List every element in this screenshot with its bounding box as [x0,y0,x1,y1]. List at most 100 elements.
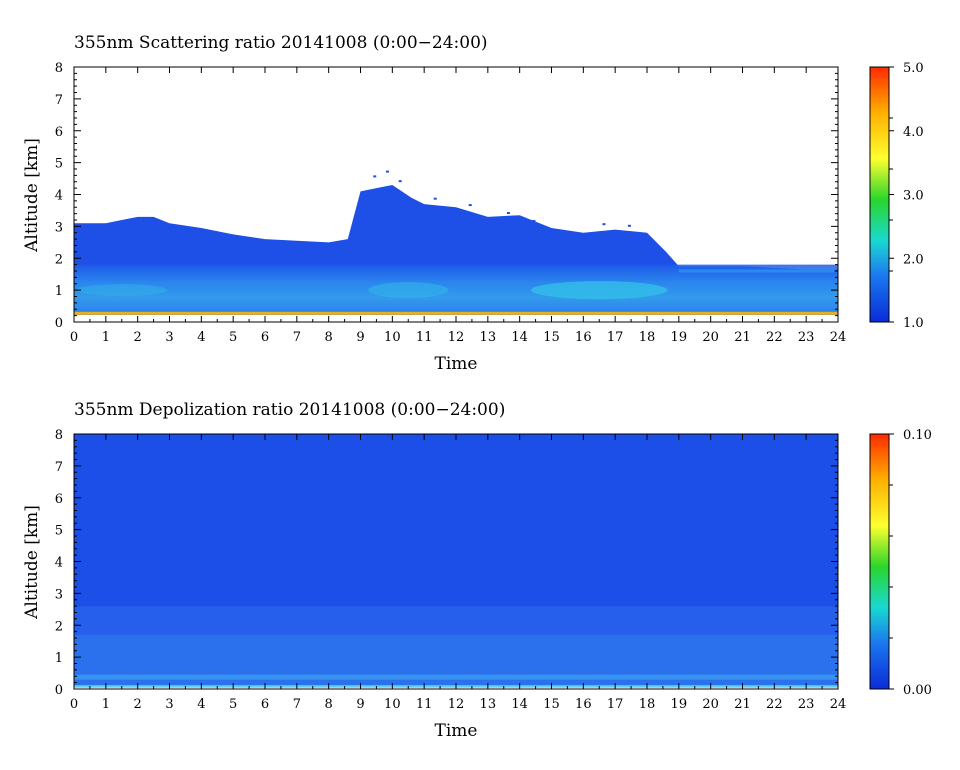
scattering-x-tick-label: 9 [356,330,364,345]
cloud-speck [506,212,510,215]
scattering-x-tick-label: 16 [575,330,592,345]
depolarization-x-tick-label: 17 [607,697,624,712]
scattering-x-tick-label: 2 [134,330,142,345]
depolarization-x-tick-label: 2 [134,697,142,712]
depolarization-x-tick-label: 5 [229,697,237,712]
depolarization-x-tick-label: 14 [511,697,528,712]
depolarization-x-tick-label: 24 [830,697,847,712]
scattering-x-tick-label: 5 [229,330,237,345]
depolarization-x-tick-label: 20 [702,697,719,712]
scattering-x-tick-label: 15 [543,330,560,345]
depol-lower-layer [74,634,838,689]
boundary-layer [74,264,838,316]
depolarization-colorbar-label: 0.00 [903,683,932,698]
depolarization-x-tick-label: 1 [102,697,110,712]
depolarization-colorbar-label: 0.10 [903,428,932,443]
scattering-y-tick-label: 1 [55,284,63,299]
scattering-x-tick-label: 3 [165,330,173,345]
depolarization-x-tick-label: 12 [448,697,465,712]
cloud-speck [468,204,472,207]
enhanced-core [531,281,668,300]
depolarization-ratio-axes: 0 1 2 3 4 5 6 7 8 9 10 11 12 13 14 15 16 17 18 19 20 21 22 23 24… [55,428,847,712]
scattering-ratio-colorbar-labels: 1.0 2.0 3.0 4.0 5.0 [889,61,924,331]
scattering-x-tick-label: 17 [607,330,624,345]
cloud-speck [532,220,536,222]
depolarization-x-tick-label: 19 [671,697,688,712]
depolarization-y-tick-label: 6 [55,492,63,507]
depolarization-ratio-heatmap [74,434,838,689]
depolarization-x-tick-label: 18 [639,697,656,712]
scattering-y-tick-label: 0 [55,316,63,331]
scattering-x-tick-label: 14 [511,330,528,345]
depolarization-x-tick-label: 3 [165,697,173,712]
depolarization-ratio-colorbar [869,433,890,690]
enhanced-core-morning [368,282,449,299]
depolarization-ratio-colorbar-labels: 0.00 0.10 [889,428,932,698]
scattering-y-tick-label: 3 [55,220,63,235]
depolarization-x-tick-label: 21 [734,697,751,712]
scattering-ratio-panel: 355nm Scattering ratio 20141008 (0:00−24… [22,33,924,374]
scattering-ratio-title: 355nm Scattering ratio 20141008 (0:00−24… [74,33,488,53]
depolarization-x-tick-label: 0 [70,697,78,712]
cloud-speck [373,175,377,178]
scattering-x-tick-label: 20 [702,330,719,345]
scattering-ratio-xlabel: Time [435,354,478,374]
depolarization-y-tick-label: 2 [55,619,63,634]
scattering-y-tick-label: 8 [55,61,63,76]
depolarization-y-tick-label: 0 [55,683,63,698]
scattering-x-tick-label: 8 [325,330,333,345]
depolarization-x-tick-label: 9 [356,697,364,712]
depolarization-ratio-panel: 355nm Depolization ratio 20141008 (0:00−… [22,400,932,741]
scattering-x-tick-label: 10 [384,330,401,345]
depolarization-y-tick-label: 3 [55,587,63,602]
scattering-colorbar-label: 4.0 [903,125,924,140]
depolarization-x-tick-label: 13 [480,697,497,712]
depolarization-y-tick-label: 4 [55,556,63,571]
scattering-x-tick-label: 19 [671,330,688,345]
scattering-y-tick-label: 6 [55,125,63,140]
scattering-ratio-heatmap [74,170,838,322]
scattering-y-tick-label: 7 [55,93,63,108]
depolarization-x-tick-label: 15 [543,697,560,712]
depolarization-x-tick-label: 22 [766,697,783,712]
scattering-colorbar-label: 2.0 [903,252,924,267]
depolarization-x-tick-label: 11 [416,697,433,712]
scattering-x-tick-label: 7 [293,330,301,345]
scattering-y-tick-label: 4 [55,189,63,204]
depolarization-ratio-xlabel: Time [435,721,478,741]
depolarization-y-tick-label: 8 [55,428,63,443]
depolarization-x-tick-label: 10 [384,697,401,712]
scattering-colorbar-label: 1.0 [903,316,924,331]
depolarization-x-tick-label: 6 [261,697,269,712]
scattering-y-tick-label: 5 [55,157,63,172]
depolarization-y-tick-label: 7 [55,460,63,475]
scattering-x-tick-label: 6 [261,330,269,345]
scattering-x-tick-label: 23 [798,330,815,345]
scattering-x-tick-label: 4 [197,330,205,345]
scattering-y-tick-label: 2 [55,252,63,267]
depol-surface-band [74,674,838,680]
cloud-speck [602,223,606,226]
scattering-colorbar-label: 5.0 [903,61,924,76]
scattering-x-tick-label: 24 [830,330,847,345]
enhanced-core-night [76,284,167,297]
residual-layer [678,269,834,273]
scattering-x-tick-label: 0 [70,330,78,345]
cloud-speck [627,224,631,227]
depolarization-ratio-ylabel: Altitude [km] [22,505,42,620]
scattering-x-tick-label: 1 [102,330,110,345]
scattering-x-tick-label: 22 [766,330,783,345]
depolarization-ratio-title: 355nm Depolization ratio 20141008 (0:00−… [74,400,505,420]
depolarization-x-tick-label: 16 [575,697,592,712]
scattering-ratio-ylabel: Altitude [km] [22,138,42,253]
scattering-x-tick-label: 11 [416,330,433,345]
scattering-colorbar-label: 3.0 [903,189,924,204]
depolarization-x-tick-label: 23 [798,697,815,712]
cloud-speck [433,197,437,200]
depolarization-y-tick-label: 5 [55,524,63,539]
depolarization-x-tick-label: 4 [197,697,205,712]
cloud-speck [398,180,402,183]
depolarization-x-tick-label: 8 [325,697,333,712]
surface-band [74,311,838,315]
